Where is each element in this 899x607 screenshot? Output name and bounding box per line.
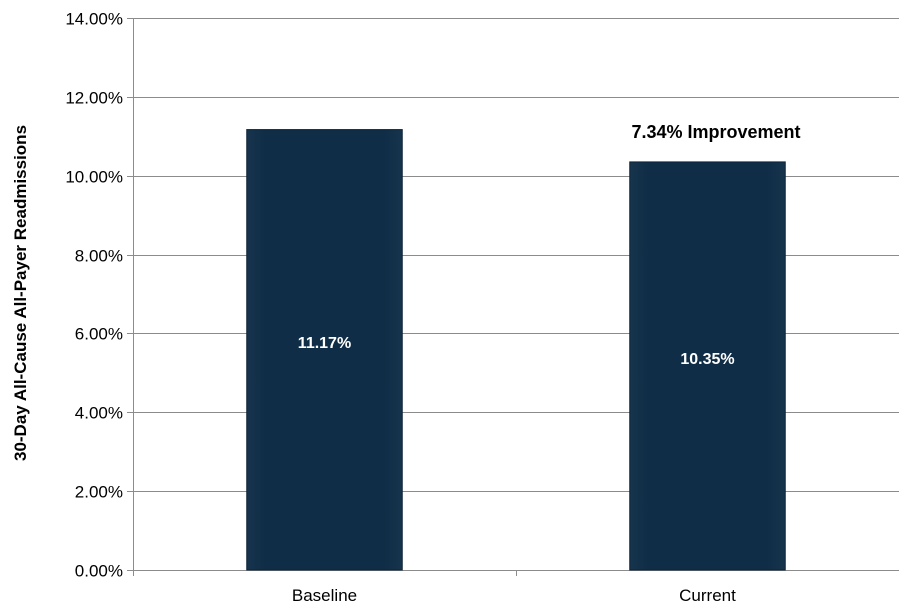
y-axis-label: 30-Day All-Cause All-Payer Readmissions	[11, 125, 30, 461]
bar-current	[629, 161, 786, 571]
y-tick-label: 0.00%	[75, 562, 123, 581]
data-label: 10.35%	[680, 351, 734, 368]
y-tick-label: 14.00%	[65, 10, 123, 29]
x-tick-label: Baseline	[292, 586, 357, 605]
improvement-annotation: 7.34% Improvement	[631, 122, 800, 142]
y-tick-label: 8.00%	[75, 247, 123, 266]
bars	[246, 129, 786, 571]
y-tick-label: 6.00%	[75, 325, 123, 344]
bar-baseline	[246, 129, 403, 571]
data-label: 11.17%	[298, 335, 351, 352]
y-tick-label: 10.00%	[65, 168, 123, 187]
y-tick-label: 12.00%	[65, 89, 123, 108]
y-tick-label: 2.00%	[75, 483, 123, 502]
y-tick-label: 4.00%	[75, 404, 123, 423]
x-tick-label: Current	[679, 586, 736, 605]
labels: 0.00% 2.00% 4.00% 6.00% 8.00% 10.00% 12.00% 14.…	[65, 10, 736, 606]
